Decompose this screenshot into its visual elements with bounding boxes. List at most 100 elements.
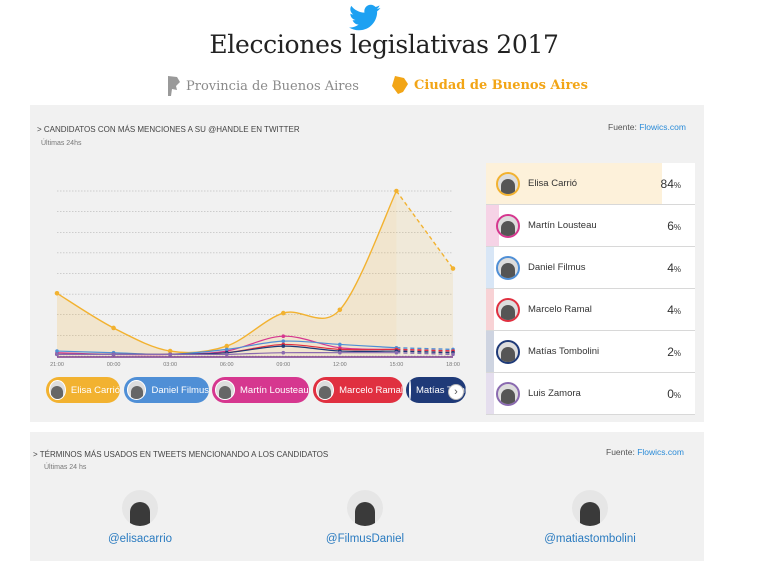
ranking-row[interactable]: Elisa Carrió 84% [486,163,695,205]
city-map-icon [392,76,408,94]
tab-provincia-label: Provincia de Buenos Aires [186,78,359,94]
terms-source: Fuente: Flowics.com [606,447,684,457]
avatar [572,490,608,526]
data-point [337,307,343,313]
data-point [55,349,59,353]
x-tick-label: 00:00 [107,362,121,368]
series-line-projected [396,348,454,352]
ranking-name: Luis Zamora [528,388,581,399]
ranking-name: Matías Tombolini [528,346,600,357]
data-point [54,291,60,296]
chevron-right-icon[interactable]: › [448,384,464,400]
ranking-percent: 2% [667,344,681,359]
share-bar [486,289,495,330]
ranking-name: Marcelo Ramal [528,304,592,315]
ranking-list: Elisa Carrió 84% Martín Lousteau 6% Daniel F… [486,163,695,415]
candidate-chip[interactable]: Daniel Filmus [124,377,209,403]
candidate-chip[interactable]: Marcelo Ramal [313,377,403,403]
ranking-name: Martín Lousteau [528,220,597,231]
data-point [394,188,399,194]
handle-filmusdaniel[interactable]: @FilmusDaniel [295,490,435,545]
data-point [281,344,286,348]
twitter-bird-icon [349,4,381,31]
series-line-projected [396,352,454,356]
tab-provincia[interactable]: Provincia de Buenos Aires [166,76,359,96]
avatar [409,380,411,400]
ranking-name: Daniel Filmus [528,262,586,273]
handle-text: @FilmusDaniel [325,533,405,545]
terms-panel-subtitle: Últimas 24 hs [44,464,87,471]
chip-label: Daniel Filmus [151,384,209,396]
page-title: Elecciones legislativas 2017 [209,30,559,59]
data-point [450,266,456,271]
data-point [281,350,286,355]
x-tick-label: 06:00 [220,362,234,368]
source-link[interactable]: Flowics.com [637,447,684,457]
data-point [338,342,342,347]
avatar [496,381,520,406]
share-bar [486,247,495,288]
avatar [496,171,520,196]
handle-elisacarrio[interactable]: @elisacarrio [70,490,210,545]
avatar [496,255,520,280]
x-tick-label: 21:00 [50,362,64,368]
x-tick-label: 18:00 [446,362,460,368]
candidate-chip[interactable]: Martín Lousteau [212,377,309,403]
x-tick-label: 03:00 [163,362,177,368]
series-area-projected [396,191,453,356]
data-point [224,347,229,352]
source-link[interactable]: Flowics.com [639,122,686,132]
avatar [347,490,383,526]
tab-ciudad[interactable]: Ciudad de Buenos Aires [392,76,588,94]
province-map-icon [168,76,180,96]
chip-label: Matías Tombolini [416,384,466,396]
share-bar [486,373,495,414]
ranking-percent: 4% [667,260,681,275]
ranking-row[interactable]: Martín Lousteau 6% [486,205,695,247]
ranking-row[interactable]: Daniel Filmus 4% [486,247,695,289]
data-point [224,352,229,357]
avatar [496,339,520,364]
avatar [496,213,520,238]
avatar [127,380,147,400]
x-tick-label: 12:00 [333,362,347,368]
tab-ciudad-label: Ciudad de Buenos Aires [414,77,588,93]
ranking-row[interactable]: Luis Zamora 0% [486,373,695,415]
data-point [111,352,116,357]
data-point [167,348,173,354]
source-label: Fuente: [606,447,635,457]
handle-text: @matiastombolini [544,533,636,545]
ranking-row[interactable]: Matías Tombolini 2% [486,331,695,373]
ranking-percent: 4% [667,302,681,317]
chip-label: Elisa Carrió [70,384,120,396]
candidate-chip[interactable]: Elisa Carrió [46,377,120,403]
data-point [224,343,230,349]
handle-matiastombolini[interactable]: @matiastombolini [520,490,660,545]
mentions-chart: 21:00 00:00 03:00 06:00 09:00 12:00 15:00 18:00 [50,188,460,368]
share-bar [486,205,499,246]
avatar [122,490,158,526]
series-line-projected [396,350,454,354]
ranking-name: Elisa Carrió [528,178,578,189]
data-point [451,352,455,357]
data-point [111,325,116,331]
ranking-percent: 6% [667,218,681,233]
mentions-panel-subtitle: Últimas 24hs [41,140,82,147]
ranking-row[interactable]: Marcelo Ramal 4% [486,289,695,331]
avatar [49,380,66,400]
ranking-percent: 0% [667,386,681,401]
terms-panel-title: > TÉRMINOS MÁS USADOS EN TWEETS MENCIONA… [33,450,329,459]
data-point [55,352,59,357]
data-point [280,310,286,316]
source-label: Fuente: [608,122,637,132]
data-point [168,352,172,357]
chip-label: Marcelo Ramal [339,384,403,396]
share-bar [486,331,495,372]
series-line-projected [396,347,454,351]
x-tick-label: 09:00 [276,362,290,368]
avatar [215,380,235,400]
mentions-panel: > CANDIDATOS CON MÁS MENCIONES A SU @Han… [30,105,704,422]
chip-label: Martín Lousteau [240,384,309,396]
mentions-source: Fuente: Flowics.com [608,122,686,132]
ranking-percent: 84% [660,176,681,191]
